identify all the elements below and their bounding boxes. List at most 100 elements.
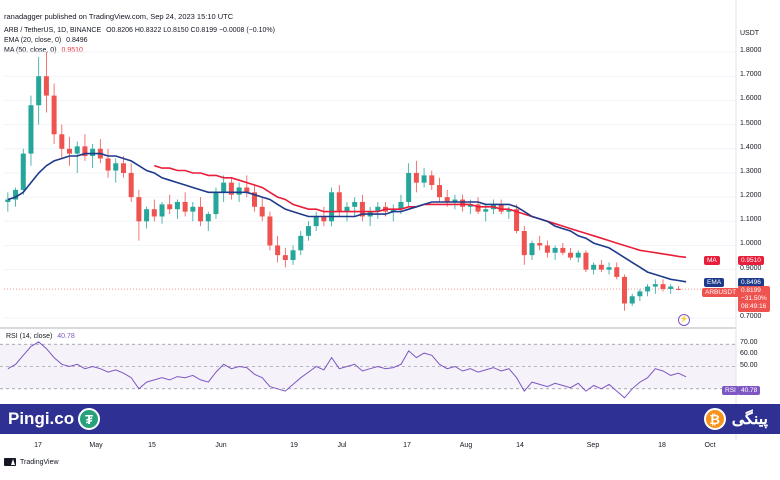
ema-badge-tag: EMA [707,279,722,286]
candle-body [252,192,258,207]
candle-body [452,199,458,202]
candle-body [668,286,674,289]
candle-body [259,206,265,217]
candle-body [467,204,473,207]
ema-legend-label: EMA (20, close, 0) [4,37,62,44]
tradingview-footer[interactable]: TradingView [4,458,59,466]
time-tick-label: May [89,442,103,449]
candle-body [198,206,204,222]
tradingview-logo-icon [4,458,16,466]
candle-body [398,201,404,210]
candle-body [290,250,296,260]
candle-body [444,197,450,202]
tether-icon: ₮ [78,408,101,430]
rsi-tick-label: 60.00 [740,350,758,358]
candle-body [429,175,435,186]
change-percent: −31.50% [741,295,767,302]
ma-badge: MA [704,256,720,265]
ma-price-value: 0.9510 [741,257,761,264]
candle-body [128,172,134,198]
price-tick-label: 0.7000 [740,313,762,320]
candle-body [236,187,242,195]
candle-body [321,216,327,222]
price-tick-label: 1.0000 [740,240,762,248]
rsi-tick-label: 70.00 [740,339,758,347]
candle-body [305,226,311,236]
candle-body [20,153,26,190]
candle-body [144,209,150,222]
ema-legend[interactable]: EMA (20, close, 0) 0.8496 [4,37,88,44]
candle-body [90,148,96,157]
flash-icon[interactable]: ⚡ [678,314,690,326]
candle-body [537,243,543,246]
rsi-line [7,341,687,399]
candle-body [413,172,419,183]
candle-body [228,182,234,195]
price-tick-label: 1.5000 [740,119,762,127]
candle-body [421,175,427,183]
time-tick-label: 15 [148,442,156,449]
bar-countdown: 08:49:16 [741,303,767,310]
pingi-persian-text: پینگی [731,411,768,428]
symbol-name[interactable]: ARB / TetherUS, 1D, BINANCE [4,27,102,34]
axis-currency: USDT [740,30,760,37]
candle-body [113,163,119,171]
ma50-line [154,164,687,259]
price-tick-label: 1.4000 [740,143,762,151]
candle-body [375,206,381,212]
symbol-legend: ARB / TetherUS, 1D, BINANCE O0.8206 H0.8… [4,27,275,34]
time-tick-label: 18 [658,442,666,449]
last-price-value: 0.8199 [741,287,761,294]
candle-body [390,209,396,212]
candle-body [190,206,196,212]
candle-body [275,245,281,256]
pair-badge-tag: ARBUSDT [705,289,737,296]
time-tick-label: 14 [516,442,524,449]
ema-price-value: 0.8496 [741,279,761,286]
ma-legend[interactable]: MA (50, close, 0) 0.9510 [4,47,83,54]
candle-body [645,286,651,292]
candle-body [506,209,512,212]
time-tick-label: 17 [34,442,42,449]
rsi-legend[interactable]: RSI (14, close) 40.78 [6,333,75,340]
candle-body [67,148,73,154]
time-tick-label: Jul [337,442,347,449]
candle-body [568,252,574,258]
time-tick-label: Sep [586,442,600,449]
price-tick-label: 1.7000 [740,71,762,79]
candle-body [329,192,335,222]
price-tick-label: 1.8000 [740,47,762,55]
candle-body [483,209,489,212]
time-tick-label: Aug [459,442,473,449]
price-tick-label: 1.1000 [740,216,762,224]
watermark-banner [0,404,780,434]
ma-badge-tag: MA [707,257,717,264]
rsi-tick-label: 50.00 [740,361,758,369]
last-price-badge: 0.8199 −31.50% 08:49:16 [738,286,770,312]
time-tick-label: 17 [403,442,411,449]
rsi-legend-label: RSI (14, close) [6,333,53,340]
candle-body [606,267,612,270]
candle-body [560,247,566,253]
rsi-badge-tag: RSI [725,387,736,394]
candle-body [43,76,49,96]
candle-body [575,252,581,258]
candle-body [105,158,111,171]
candle-body [159,204,165,217]
rsi-badge: RSI [722,386,739,395]
tradingview-brand: TradingView [20,458,59,466]
candle-body [28,105,34,154]
candle-body [336,192,342,212]
candle-body [205,214,211,222]
candle-body [598,264,604,270]
candle-body [660,284,666,289]
ma-legend-label: MA (50, close, 0) [4,47,57,54]
candle-body [514,209,520,231]
candle-body [552,247,558,253]
time-tick-label: Jun [215,442,227,449]
ma-legend-value: 0.9510 [61,47,83,54]
candle-body [529,243,535,256]
candle-body [136,197,142,222]
